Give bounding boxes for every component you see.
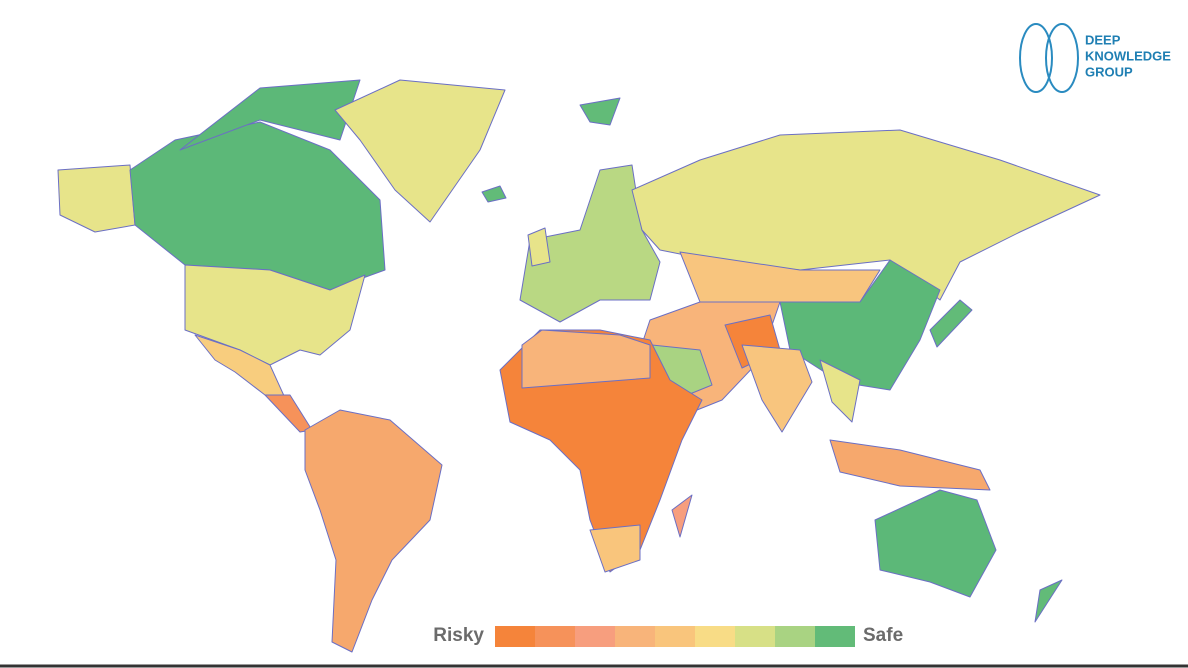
india (741, 344, 813, 433)
usa (184, 264, 366, 366)
canada (129, 121, 386, 291)
logo-brain-left (1019, 23, 1053, 93)
legend-swatch (655, 626, 695, 647)
iceland (481, 185, 507, 203)
logo-text: KNOWLEDGE (1085, 48, 1171, 63)
south-america (304, 409, 443, 653)
logo-text: DEEP (1085, 32, 1121, 47)
alaska (57, 164, 136, 233)
legend-swatch (575, 626, 615, 647)
legend-swatch (615, 626, 655, 647)
new-zealand (1034, 579, 1063, 623)
legend-high-label: Safe (863, 625, 903, 646)
svalbard (579, 97, 621, 126)
madagascar (671, 494, 693, 538)
australia (874, 489, 997, 598)
north-africa (521, 329, 651, 389)
central-america (264, 394, 313, 433)
legend-swatch (695, 626, 735, 647)
legend-swatch (535, 626, 575, 647)
logo-text: GROUP (1085, 64, 1133, 79)
uk (527, 227, 551, 267)
legend-low-label: Risky (433, 625, 484, 646)
legend-swatch (495, 626, 535, 647)
legend-swatch (815, 626, 855, 647)
southeast-asia (819, 359, 861, 423)
continents (57, 79, 1101, 653)
legend: Risky Safe (433, 625, 903, 647)
southern-africa (589, 524, 641, 573)
indonesia (829, 439, 991, 491)
greenland (334, 79, 506, 223)
logo: DEEP KNOWLEDGE GROUP (1019, 23, 1171, 93)
logo-brain-right (1045, 23, 1079, 93)
legend-swatch (775, 626, 815, 647)
africa (499, 329, 703, 573)
legend-swatch (735, 626, 775, 647)
russia (631, 129, 1101, 301)
japan (929, 299, 973, 348)
china (779, 259, 941, 391)
